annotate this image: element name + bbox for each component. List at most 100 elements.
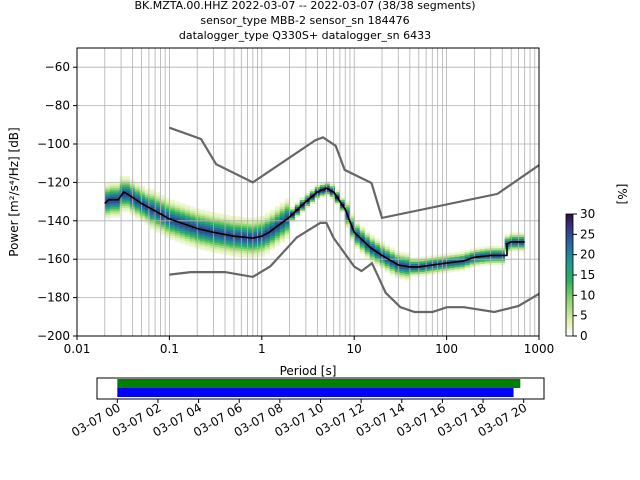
heatmap-cell bbox=[199, 243, 206, 246]
heatmap-cell bbox=[164, 229, 171, 232]
heatmap-cell bbox=[109, 185, 116, 189]
heatmap-cell bbox=[204, 217, 211, 220]
heatmap-cell bbox=[154, 202, 161, 206]
heatmap-cell bbox=[259, 245, 266, 248]
heatmap-cell bbox=[344, 211, 351, 214]
heatmap-cell bbox=[144, 222, 151, 225]
heatmap-cell bbox=[114, 190, 121, 193]
heatmap-cell bbox=[154, 194, 161, 197]
heatmap-cell bbox=[424, 256, 431, 259]
timeline-bar-blue bbox=[117, 388, 514, 397]
heatmap-cell bbox=[409, 257, 416, 260]
heatmap-cell bbox=[284, 200, 291, 204]
heatmap-cell bbox=[479, 257, 485, 260]
heatmap-cell bbox=[109, 200, 116, 204]
colorbar: 0 5 10 15 20 25 30 [%] bbox=[565, 184, 629, 343]
x-tick-label: 100 bbox=[435, 342, 458, 356]
heatmap-cell bbox=[459, 255, 466, 259]
heatmap-cell bbox=[424, 268, 431, 272]
heatmap-cell bbox=[274, 229, 281, 232]
heatmap-cell bbox=[224, 225, 231, 228]
heatmap-cell bbox=[489, 250, 495, 253]
heatmap-cell bbox=[249, 247, 256, 250]
heatmap-cell bbox=[284, 230, 291, 233]
heatmap-cell bbox=[159, 230, 166, 234]
heatmap-cell bbox=[169, 199, 176, 203]
heatmap-cell bbox=[274, 235, 281, 239]
heatmap-cell bbox=[139, 188, 146, 191]
heatmap-cell bbox=[134, 184, 141, 188]
heatmap-cell bbox=[239, 227, 246, 230]
heatmap-cell bbox=[189, 206, 196, 210]
heatmap-cell bbox=[354, 242, 361, 245]
heatmap-cell bbox=[494, 247, 500, 251]
heatmap-cell bbox=[394, 267, 401, 270]
heatmap-cell bbox=[209, 247, 216, 251]
heatmap-cell bbox=[144, 192, 151, 196]
heatmap-cell bbox=[454, 252, 461, 255]
heatmap-cell bbox=[259, 249, 266, 252]
heatmap-cell bbox=[109, 194, 116, 197]
heatmap-cell bbox=[234, 243, 241, 247]
heatmap-cell bbox=[154, 204, 161, 208]
heatmap-cell bbox=[124, 188, 131, 192]
heatmap-cell bbox=[234, 222, 241, 226]
heatmap-cell bbox=[109, 192, 116, 195]
heatmap-cell bbox=[404, 252, 411, 256]
heatmap-cell bbox=[104, 183, 111, 186]
heatmap-cell bbox=[149, 227, 156, 230]
heatmap-cell bbox=[219, 220, 226, 223]
heatmap-cell bbox=[114, 188, 121, 191]
heatmap-cell bbox=[364, 241, 371, 244]
heatmap-cell bbox=[144, 197, 151, 200]
heatmap-cell bbox=[164, 212, 171, 215]
heatmap-cell bbox=[189, 242, 196, 245]
heatmap-cell bbox=[514, 249, 520, 252]
heatmap-cell bbox=[224, 248, 231, 251]
heatmap-cell bbox=[249, 230, 256, 233]
heatmap-cell bbox=[209, 241, 216, 244]
heatmap-cell bbox=[294, 210, 301, 214]
heatmap-cell bbox=[204, 227, 211, 231]
heatmap-cell bbox=[344, 223, 351, 227]
heatmap-cell bbox=[409, 267, 416, 271]
heatmap-cell bbox=[174, 216, 181, 219]
heatmap-cell bbox=[289, 217, 296, 220]
heatmap-cell bbox=[199, 226, 206, 229]
heatmap-cell bbox=[279, 238, 286, 241]
heatmap-cell bbox=[204, 242, 211, 245]
heatmap-cell bbox=[284, 232, 291, 235]
heatmap-cell bbox=[384, 248, 391, 252]
heatmap-cell bbox=[124, 178, 131, 181]
heatmap-cell bbox=[249, 228, 256, 231]
heatmap-cell bbox=[399, 251, 406, 255]
heatmap-cell bbox=[154, 213, 161, 216]
heatmap-cell bbox=[479, 251, 485, 254]
heatmap-cell bbox=[309, 199, 316, 202]
heatmap-cell bbox=[214, 234, 221, 237]
heatmap-cell bbox=[214, 238, 221, 241]
heatmap-cell bbox=[239, 246, 246, 249]
heatmap-cell bbox=[179, 228, 186, 231]
heatmap-cell bbox=[229, 215, 236, 219]
heatmap-cell bbox=[349, 217, 356, 221]
heatmap-cell bbox=[209, 226, 216, 230]
heatmap-cell bbox=[489, 260, 495, 263]
heatmap-cell bbox=[264, 225, 271, 229]
heatmap-cell bbox=[259, 226, 266, 229]
heatmap-cell bbox=[279, 202, 286, 205]
heatmap-cell bbox=[279, 217, 286, 220]
heatmap-cell bbox=[209, 224, 216, 227]
heatmap-cell bbox=[179, 230, 186, 234]
heatmap-cell bbox=[354, 246, 361, 250]
heatmap-cell bbox=[224, 229, 231, 232]
heatmap-cell bbox=[229, 224, 236, 227]
heatmap-cell bbox=[109, 181, 116, 185]
heatmap-cell bbox=[349, 215, 356, 219]
heatmap-cell bbox=[199, 237, 206, 240]
heatmap-cell bbox=[174, 233, 181, 236]
heatmap-cell bbox=[394, 256, 401, 260]
heatmap-cell bbox=[214, 240, 221, 243]
heatmap-cell bbox=[374, 253, 381, 256]
heatmap-cell bbox=[449, 252, 456, 256]
